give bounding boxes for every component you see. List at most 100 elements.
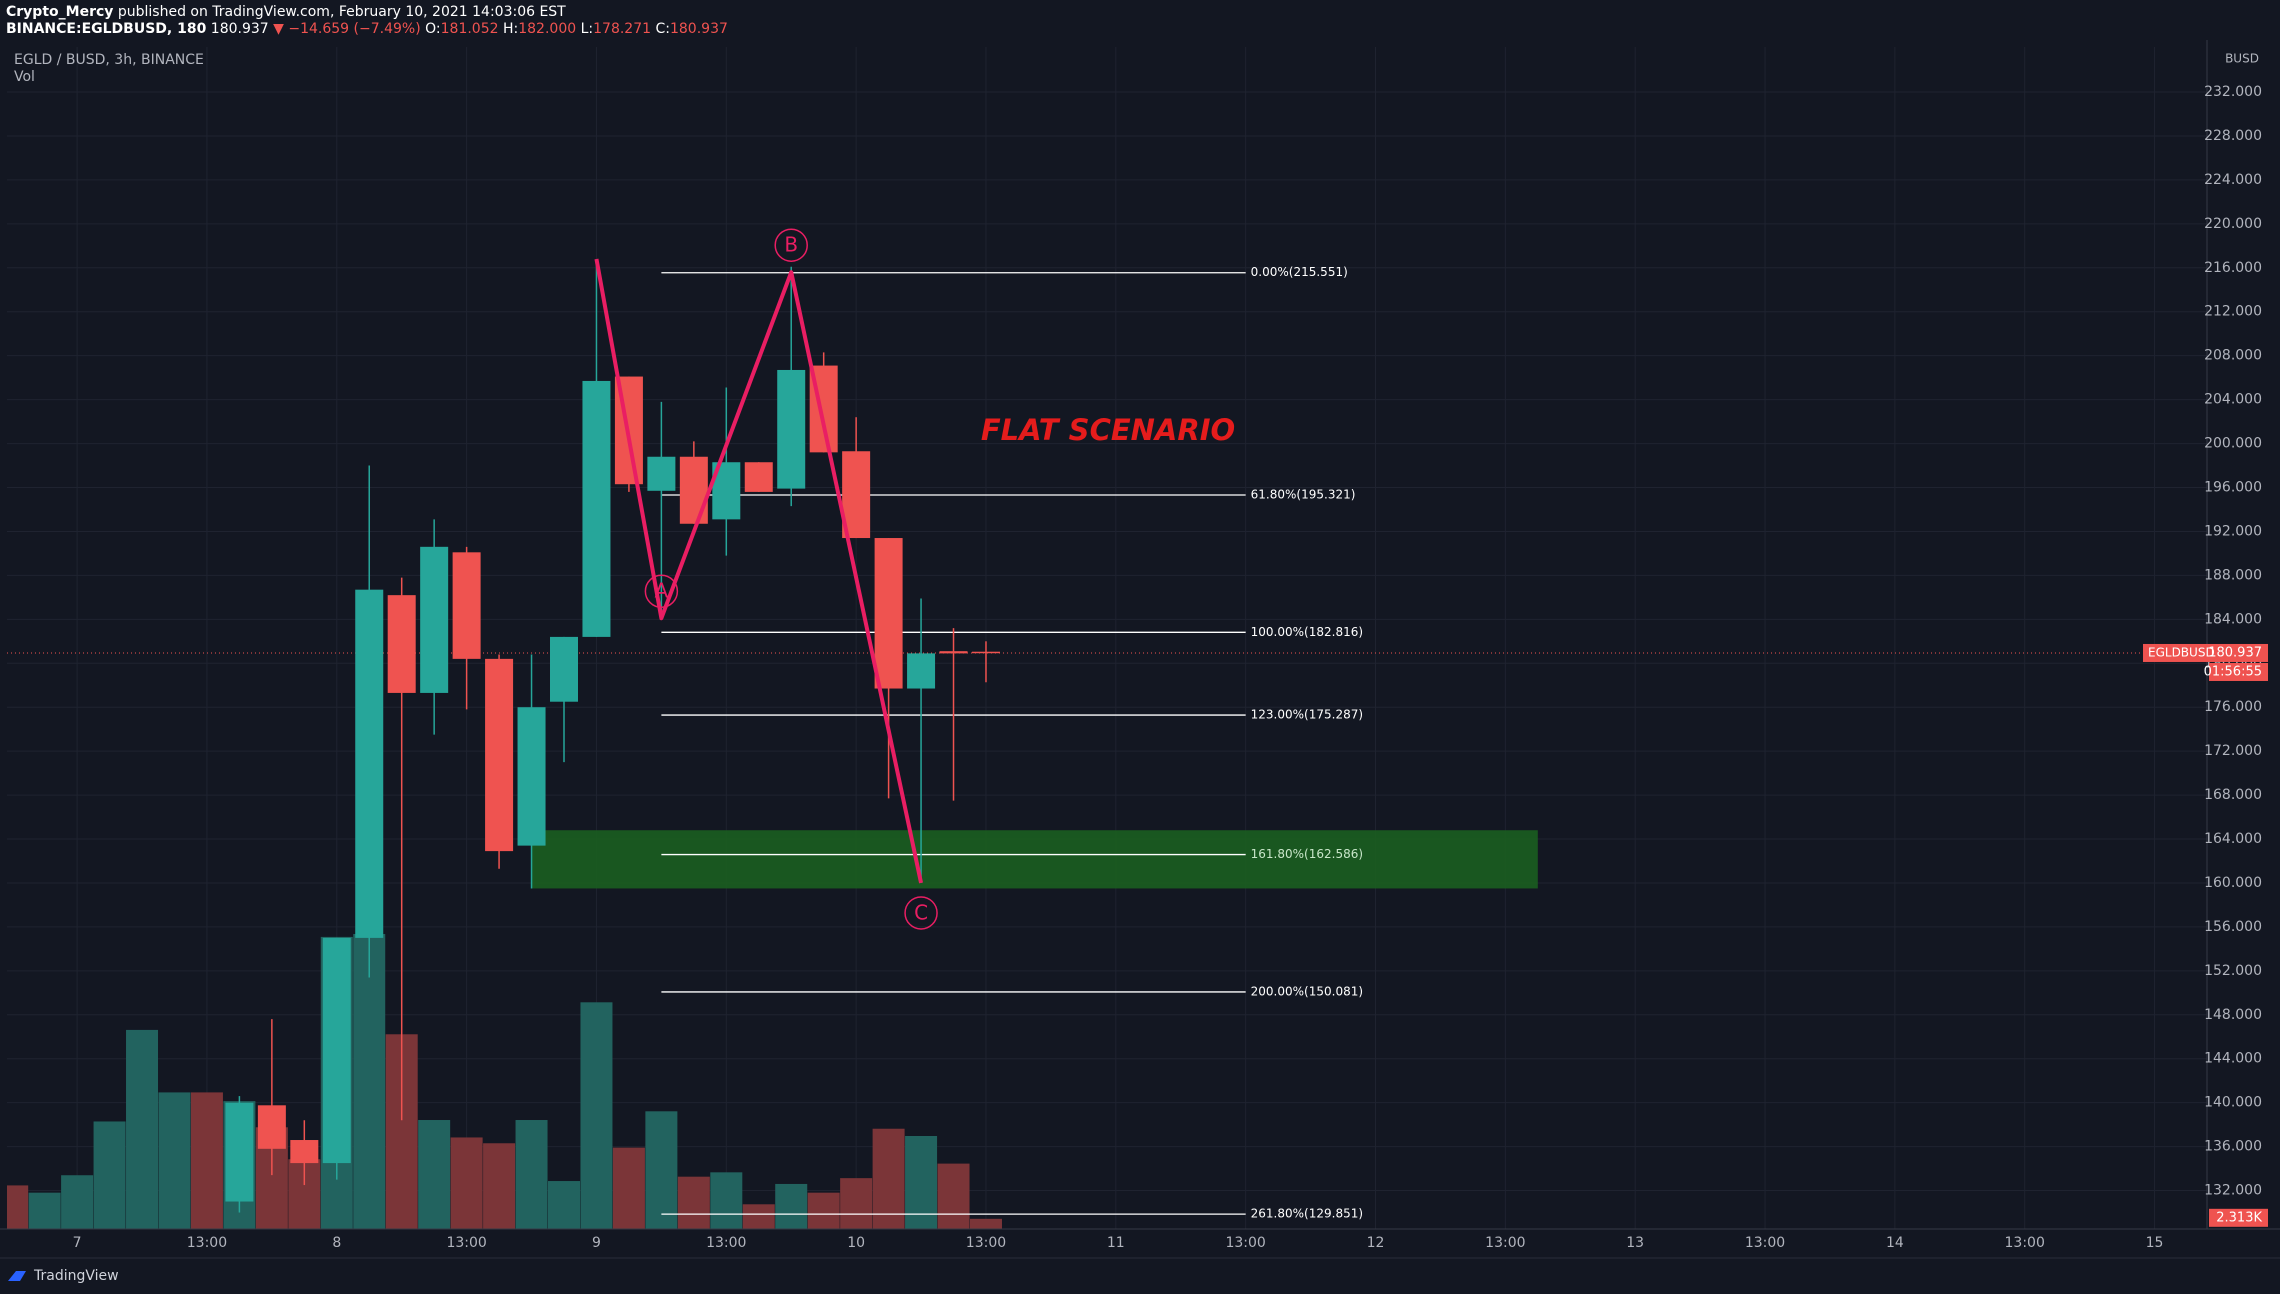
candle-body [290,1140,319,1164]
y-tick-label: 200.000 [2204,436,2262,452]
x-tick-label: 12 [1367,1235,1385,1251]
y-tick-label: 192.000 [2204,523,2262,539]
y-tick-label: 216.000 [2204,260,2262,276]
volume-bar [190,1092,223,1229]
candle-body [420,546,449,693]
c-val: 180.937 [670,21,728,37]
candle-body [387,595,416,693]
change: ▼ −14.659 (−7.49%) [273,21,421,37]
h-key: H: [503,21,518,37]
candle-body [842,451,871,539]
o-key: O: [425,21,441,37]
y-tick-label: 140.000 [2204,1095,2262,1111]
wave-label: B [784,233,798,257]
x-tick-label: 13:00 [1225,1235,1265,1251]
y-tick-label: 176.000 [2204,699,2262,715]
candle-body [679,456,708,524]
volume-bar [677,1176,710,1229]
candle-body [355,589,384,938]
y-tick-label: 144.000 [2204,1051,2262,1067]
o-val: 181.052 [441,21,499,37]
candle-body [550,636,578,702]
candle-body [225,1102,254,1202]
y-tick-label: 224.000 [2204,172,2262,188]
x-tick-label: 13:00 [446,1235,486,1251]
volume-bar [742,1204,775,1229]
symbol-label-box [2143,643,2268,662]
last-price-label: 180.937 [2208,645,2262,660]
volume-bar [969,1218,1002,1229]
x-tick-label: 13:00 [187,1235,227,1251]
countdown-box [2209,662,2268,681]
fib-label: 161.80%(162.586) [1251,847,1363,861]
target-zone [531,830,1538,889]
y-tick-label: 152.000 [2204,963,2262,979]
x-tick-label: 13:00 [1485,1235,1525,1251]
candle-body [971,651,1000,654]
x-tick-label: 13 [1626,1235,1644,1251]
candle-body [582,380,611,637]
author: Crypto_Mercy [6,4,113,20]
volume-bar [483,1143,516,1229]
volume-bar [7,1185,29,1229]
wave-circle [774,228,808,262]
x-tick-label: 7 [73,1235,82,1251]
symbol-label: EGLDBUSD [2148,645,2215,659]
y-tick-label: 172.000 [2204,743,2262,759]
legend-vol: Vol [14,69,35,85]
y-tick-label: 168.000 [2204,787,2262,803]
wave-circle [644,574,679,608]
volume-bar [450,1137,483,1229]
x-tick-label: 9 [592,1235,601,1251]
volume-bar [548,1181,580,1229]
volume-bar [158,1092,191,1229]
fib-label: 123.00%(175.287) [1251,708,1363,722]
last: 180.937 [211,21,269,37]
y-tick-label: 148.000 [2204,1007,2262,1023]
volume-bar [126,1029,159,1229]
y-tick-label: 188.000 [2204,567,2262,583]
footer: TradingView [33,1268,119,1284]
volume-bar [93,1121,126,1229]
fib-label: 261.80%(129.851) [1251,1207,1363,1221]
y-tick-label: 184.000 [2204,611,2262,627]
header-line-2: BINANCE:EGLDBUSD, 180 180.937 ▼ −14.659 … [6,21,728,37]
y-tick-label: 232.000 [2204,84,2262,100]
x-tick-label: 10 [847,1235,865,1251]
currency: BUSD [2225,52,2259,66]
volume-bar [580,1002,613,1229]
y-tick-label: 212.000 [2204,304,2262,320]
y-tick-label: 196.000 [2204,480,2262,496]
candle-body [744,462,773,492]
wave-label: C [914,900,928,924]
volume-bar [418,1120,451,1229]
price-axis [2207,47,2280,1229]
y-tick-label: 204.000 [2204,392,2262,408]
wave-line [594,258,924,884]
header-line-1: Crypto_Mercy published on TradingView.co… [6,4,566,20]
y-tick-label: 208.000 [2204,348,2262,364]
y-tick-label: 132.000 [2204,1183,2262,1199]
y-tick-label: 228.000 [2204,128,2262,144]
candle-body [777,369,806,489]
candle-body [517,707,546,846]
l-key: L: [581,21,594,37]
candle-body [322,937,351,1164]
y-tick-label: 156.000 [2204,919,2262,935]
x-tick-label: 13:00 [966,1235,1006,1251]
countdown: 01:56:55 [2204,664,2262,679]
y-tick-label: 220.000 [2204,216,2262,232]
candle-body [452,552,481,659]
legend-symbol: EGLD / BUSD, 3h, BINANCE [14,52,204,68]
volume-bar [612,1147,645,1229]
volume-bar [28,1192,61,1229]
x-tick-label: 11 [1107,1235,1125,1251]
x-tick-label: 15 [2146,1235,2164,1251]
x-tick-label: 13:00 [2005,1235,2045,1251]
volume-bar [353,934,386,1229]
axes: 132.000 136.000 140.000 144.000 148.000 152.0… [73,84,2268,1251]
symbol: BINANCE:EGLDBUSD, 180 [6,21,207,37]
logo [8,1271,26,1281]
